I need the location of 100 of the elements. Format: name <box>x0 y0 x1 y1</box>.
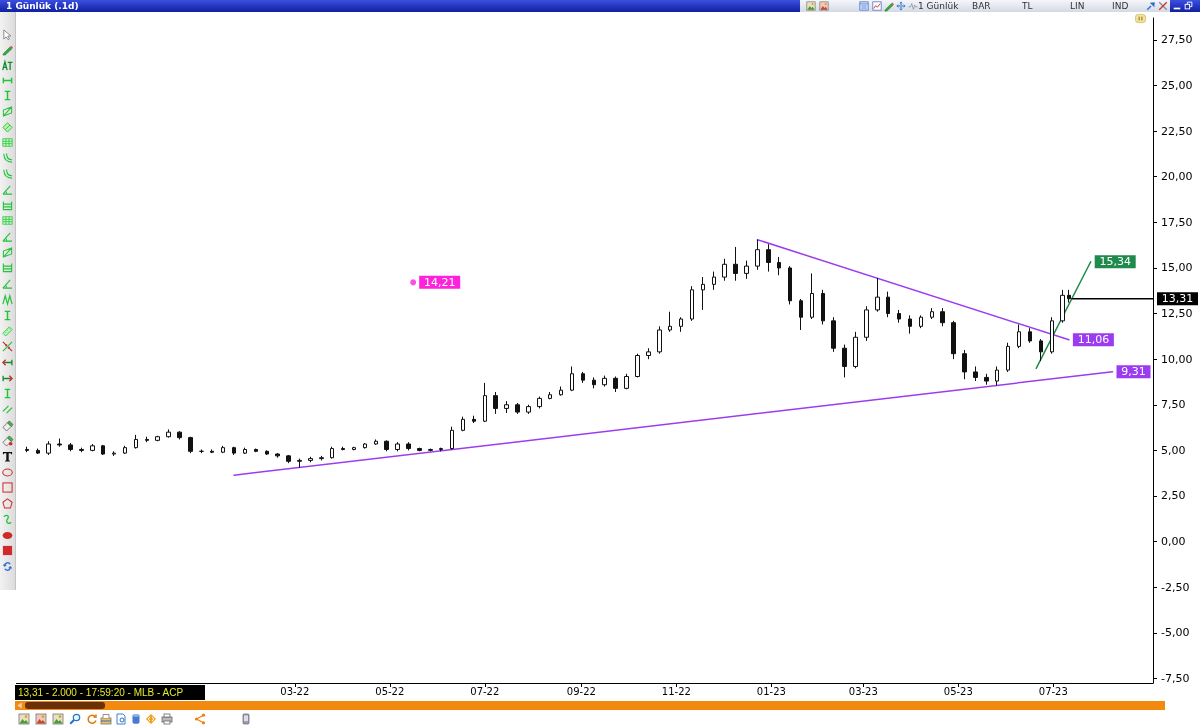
candlestick <box>984 373 989 386</box>
candlestick <box>853 331 858 369</box>
data-label: 15,34 <box>1099 255 1131 269</box>
candlestick <box>166 428 171 439</box>
candlestick <box>395 441 400 452</box>
candlestick <box>188 436 193 454</box>
candlestick <box>821 289 825 325</box>
y-tick-label: 25,00 <box>1161 79 1193 92</box>
candlestick <box>428 448 433 452</box>
candlestick <box>254 448 258 453</box>
y-tick-label: -7,50 <box>1161 671 1190 685</box>
text: LIN <box>1070 0 1085 12</box>
candlestick <box>766 243 771 273</box>
candlestick <box>1006 342 1010 373</box>
y-tick-label: 2,50 <box>1161 489 1186 503</box>
candlestick <box>504 400 509 414</box>
candlestick <box>210 448 214 454</box>
candlestick <box>581 371 585 384</box>
data-label: 13,31 <box>1161 292 1194 306</box>
candlestick <box>570 365 574 392</box>
candlestick <box>810 272 814 320</box>
candlestick <box>602 375 607 388</box>
text: TL <box>1022 0 1033 12</box>
data-label: 14,21 <box>423 275 456 289</box>
candlestick <box>134 434 138 450</box>
candlestick <box>875 277 880 313</box>
y-tick-label: -2,50 <box>1161 580 1190 594</box>
y-tick-label: 17,50 <box>1161 215 1193 229</box>
candlestick <box>286 454 291 464</box>
candlestick <box>668 311 672 333</box>
candlestick <box>646 347 651 360</box>
candlestick <box>635 353 640 378</box>
candlestick <box>995 365 999 387</box>
candlestick <box>755 239 760 271</box>
candlestick <box>406 441 411 451</box>
data-label: 11,06 <box>1077 333 1110 347</box>
candlestick <box>679 316 683 333</box>
candlestick <box>461 416 465 432</box>
y-tick-label: 0,00 <box>1161 535 1186 549</box>
candlestick <box>417 447 422 452</box>
candlestick <box>363 442 367 450</box>
y-tick-label: 10,00 <box>1161 352 1193 366</box>
candlestick <box>57 438 62 448</box>
text: BAR <box>972 0 991 12</box>
candlestick <box>112 450 116 457</box>
x-tick-label: 01-23 <box>756 685 786 697</box>
candlestick <box>526 404 531 415</box>
candlestick <box>744 260 749 280</box>
candlestick <box>90 443 95 452</box>
candlestick <box>548 391 552 400</box>
x-tick-label: 09-22 <box>566 685 596 697</box>
x-tick-label: 03-23 <box>848 685 878 697</box>
candlestick <box>1050 316 1054 355</box>
y-tick-label: -5,00 <box>1161 626 1190 640</box>
candlestick <box>123 445 127 455</box>
candlestick <box>472 415 476 424</box>
candlestick <box>962 349 967 380</box>
x-tick-label: 11-22 <box>661 685 691 697</box>
candlestick <box>243 447 247 455</box>
candlestick <box>155 435 160 442</box>
candlestick <box>657 325 662 355</box>
candlestick <box>177 430 182 440</box>
x-tick-label: 07-22 <box>470 685 500 697</box>
candlestick <box>788 265 792 305</box>
y-tick-label: 15,00 <box>1161 261 1193 275</box>
candlestick <box>36 448 40 455</box>
candlestick <box>733 246 738 282</box>
candlestick <box>842 344 847 378</box>
candlestick <box>1039 338 1043 362</box>
candlestick <box>308 456 313 463</box>
candlestick <box>799 298 803 331</box>
candlestick <box>592 376 596 389</box>
candlestick <box>341 446 345 451</box>
candlestick <box>777 256 781 276</box>
candlestick <box>712 271 716 291</box>
candlestick <box>1017 324 1021 349</box>
text: 1 Günlük <box>918 0 959 12</box>
chart-title: 1 Günlük (.1d) <box>6 0 79 12</box>
candlestick <box>232 446 236 456</box>
candlestick <box>374 438 378 446</box>
candlestick <box>450 426 454 450</box>
y-tick-label: 20,00 <box>1161 170 1193 184</box>
candlestick <box>330 446 334 460</box>
candlestick <box>79 447 84 453</box>
candlestick <box>515 402 520 415</box>
candlestick <box>973 365 978 382</box>
candlestick <box>1028 327 1032 344</box>
y-tick-label: 5,00 <box>1161 443 1186 457</box>
candlestick <box>1067 289 1071 304</box>
y-tick-label: 27,50 <box>1161 33 1193 47</box>
text: IND <box>1112 0 1129 12</box>
candlestick <box>897 309 901 324</box>
candlestick <box>722 258 727 282</box>
candlestick <box>1060 289 1065 324</box>
candlestick <box>864 305 869 342</box>
text: 13,31 - 2.000 - 17:59:20 - MLB - ACP <box>15 685 205 700</box>
candlestick <box>221 445 225 454</box>
candlestick <box>951 320 956 360</box>
candlestick <box>930 307 934 320</box>
candlestick <box>297 458 302 469</box>
